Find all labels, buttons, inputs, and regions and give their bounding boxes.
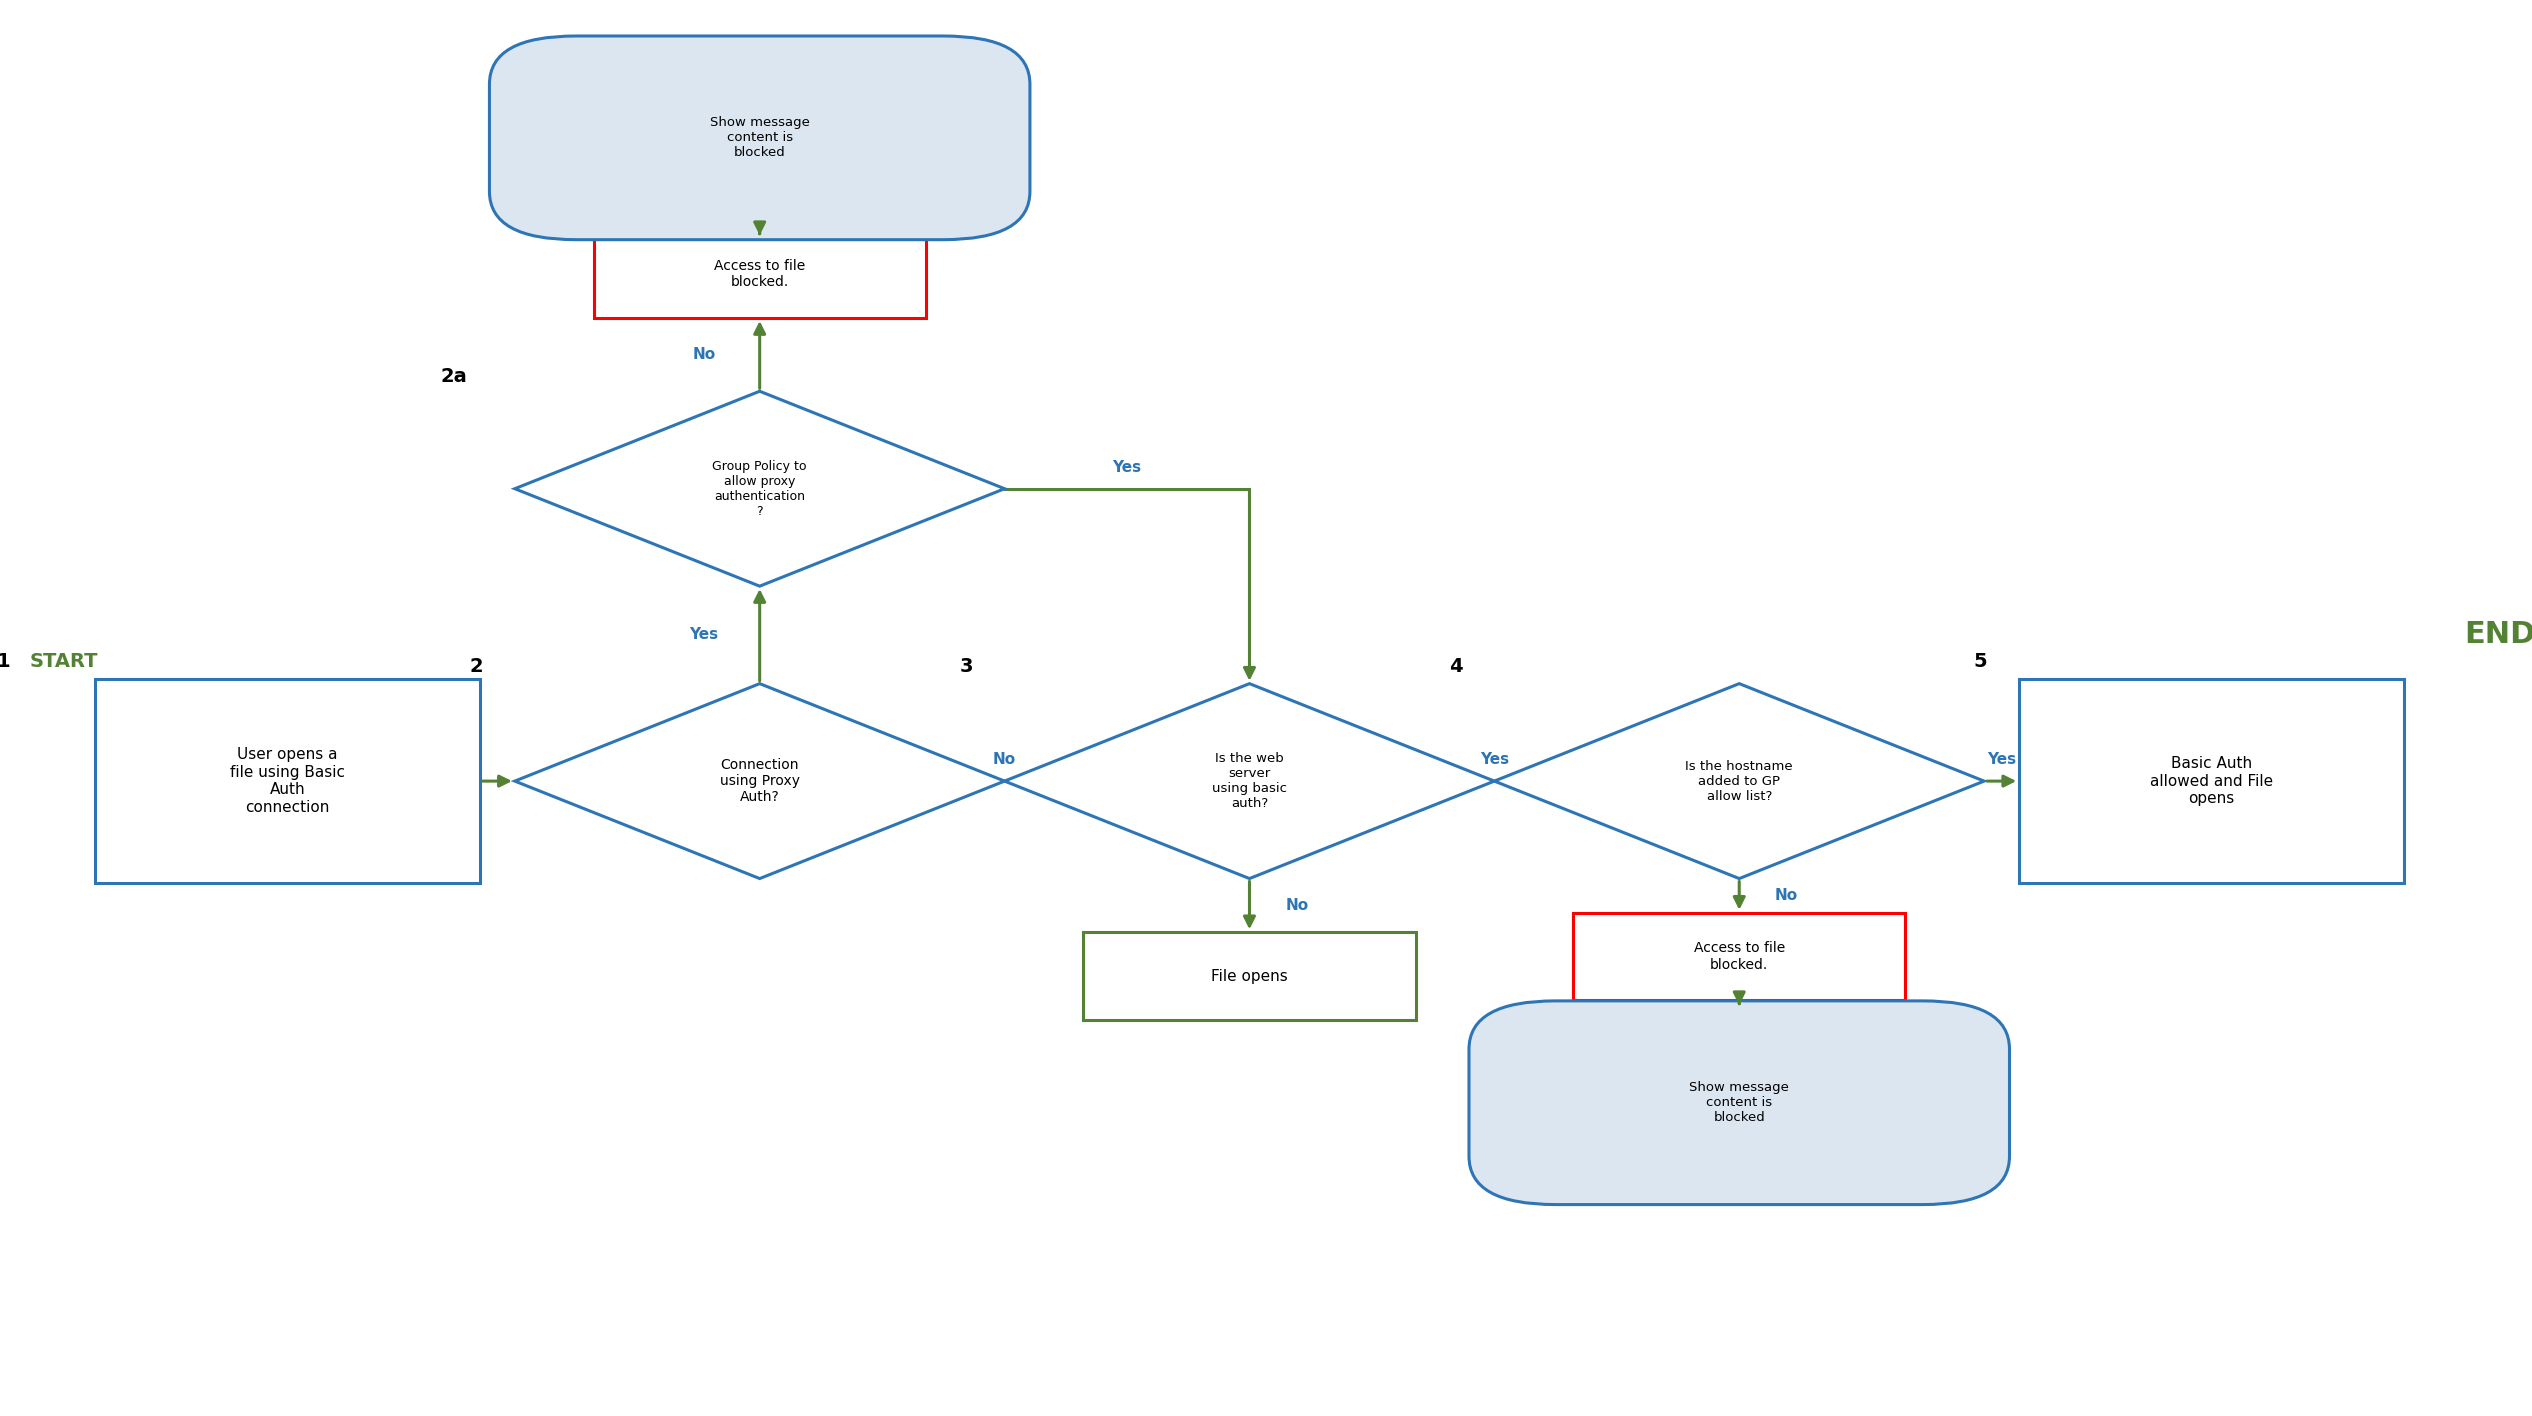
Polygon shape xyxy=(1005,684,1494,878)
Text: File opens: File opens xyxy=(1210,969,1289,984)
FancyBboxPatch shape xyxy=(592,231,927,319)
Polygon shape xyxy=(1494,684,1985,878)
Text: 3: 3 xyxy=(960,657,972,675)
Text: No: No xyxy=(993,752,1015,767)
Text: 5: 5 xyxy=(1975,651,1988,671)
Text: Yes: Yes xyxy=(1112,460,1142,474)
FancyBboxPatch shape xyxy=(96,678,479,884)
Text: Access to file
blocked.: Access to file blocked. xyxy=(1694,942,1785,971)
FancyBboxPatch shape xyxy=(1084,932,1415,1020)
Text: Group Policy to
allow proxy
authentication
?: Group Policy to allow proxy authenticati… xyxy=(711,460,808,518)
Text: Is the web
server
using basic
auth?: Is the web server using basic auth? xyxy=(1213,752,1286,810)
FancyBboxPatch shape xyxy=(2018,678,2403,884)
Text: 2a: 2a xyxy=(441,367,466,387)
Text: 2: 2 xyxy=(468,657,484,675)
Text: Basic Auth
allowed and File
opens: Basic Auth allowed and File opens xyxy=(2150,756,2274,806)
Text: Is the hostname
added to GP
allow list?: Is the hostname added to GP allow list? xyxy=(1686,759,1793,803)
FancyBboxPatch shape xyxy=(489,35,1031,239)
Text: User opens a
file using Basic
Auth
connection: User opens a file using Basic Auth conne… xyxy=(230,748,344,814)
Text: 4: 4 xyxy=(1448,657,1463,675)
Text: START: START xyxy=(30,651,99,671)
Text: Yes: Yes xyxy=(689,627,719,643)
Text: END: END xyxy=(2464,620,2532,650)
Text: Yes: Yes xyxy=(1988,752,2015,767)
Text: No: No xyxy=(691,347,714,362)
Text: Connection
using Proxy
Auth?: Connection using Proxy Auth? xyxy=(719,758,800,804)
Text: Access to file
blocked.: Access to file blocked. xyxy=(714,259,805,289)
Text: 1: 1 xyxy=(0,651,10,671)
FancyBboxPatch shape xyxy=(1572,913,1907,1000)
Text: No: No xyxy=(1775,888,1798,903)
Text: Show message
content is
blocked: Show message content is blocked xyxy=(1689,1082,1790,1124)
Text: Yes: Yes xyxy=(1479,752,1509,767)
Text: Show message
content is
blocked: Show message content is blocked xyxy=(709,116,810,160)
Text: No: No xyxy=(1286,898,1309,913)
FancyBboxPatch shape xyxy=(1469,1001,2010,1205)
Polygon shape xyxy=(514,391,1005,586)
Polygon shape xyxy=(514,684,1005,878)
